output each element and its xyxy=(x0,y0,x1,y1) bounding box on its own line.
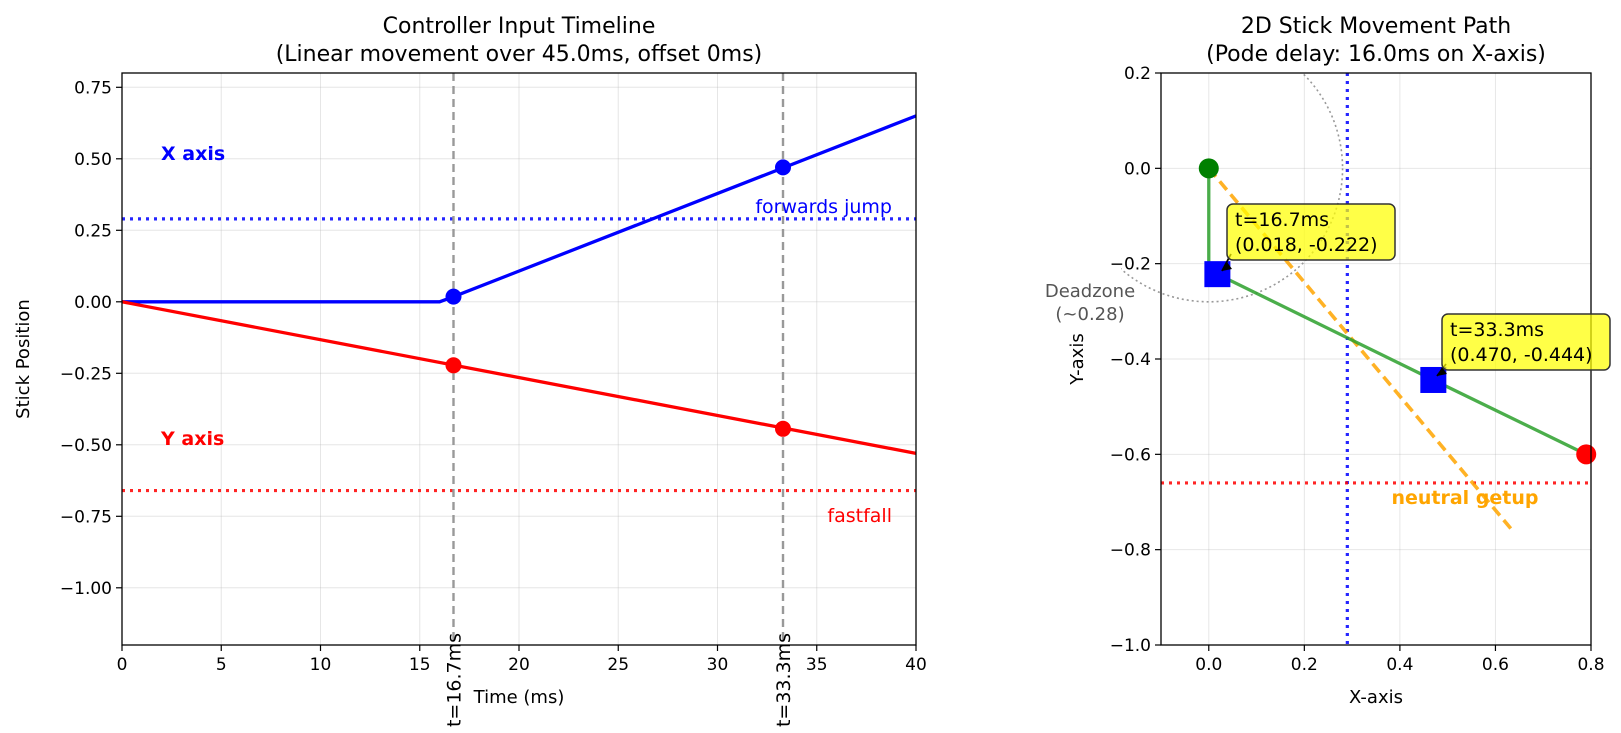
stick-path-y-tick-label: −0.4 xyxy=(1110,350,1151,370)
stick-path-y-tick-label: −1.0 xyxy=(1110,636,1151,656)
timeline-x-tick-label: 35 xyxy=(806,655,828,675)
stick-path-x-tick-label: 0.8 xyxy=(1577,655,1604,675)
timeline-y-tick-label: 0.25 xyxy=(74,221,112,241)
stick-path-y-tick-label: −0.2 xyxy=(1110,255,1151,275)
stick-path-x-tick-label: 0.0 xyxy=(1195,655,1222,675)
timeline-x-tick-label: 15 xyxy=(409,655,431,675)
timeline-ticks: 0 5 10 15 20 25 30 35 40 0.75 0.50 0.25 0.00 −0.25 −0.… xyxy=(60,78,927,675)
timeline-title-line-2: (Linear movement over 45.0ms, offset 0ms… xyxy=(276,42,763,67)
timeline-x-tick-label: 5 xyxy=(216,655,227,675)
neutral-getup-line xyxy=(1207,167,1516,535)
deadzone-label-line-2: (~0.28) xyxy=(1055,304,1124,325)
y-axis-series-label: Y axis xyxy=(160,428,224,450)
timeline-x-tick-label: 25 xyxy=(607,655,629,675)
stick-path-y-tick-label: −0.6 xyxy=(1110,445,1151,465)
stick-path-x-axis-label: X-axis xyxy=(1349,687,1403,708)
timeline-y-tick-label: −0.25 xyxy=(60,364,112,384)
annotation-box-2 xyxy=(1441,313,1611,371)
annotation-time-2: t=33.3ms xyxy=(1450,319,1544,341)
timeline-y-tick-label: −0.50 xyxy=(60,436,112,456)
timeline-x-tick-label: 30 xyxy=(707,655,729,675)
annotation-arrowhead-2 xyxy=(1437,367,1447,376)
annotation-coords-2: (0.470, -0.444) xyxy=(1450,344,1593,366)
timeline-y-tick-label: 0.00 xyxy=(74,293,112,313)
path-start-point xyxy=(1198,158,1219,179)
timeline-x-axis-label: Time (ms) xyxy=(473,687,565,708)
time-marker-label-1: t=16.7ms xyxy=(443,633,465,727)
stick-path-series xyxy=(1121,73,1597,645)
neutral-getup-label: neutral getup xyxy=(1391,487,1538,509)
stick-path-ticks: 0.0 0.2 0.4 0.6 0.8 0.2 0.0 −0.2 −0.4 −0.6 −0.8 −1.… xyxy=(1110,64,1605,675)
stick-path-x-tick-label: 0.4 xyxy=(1386,655,1413,675)
stick-path-x-tick-label: 0.6 xyxy=(1482,655,1509,675)
annotation-box-1 xyxy=(1226,203,1396,261)
timeline-series xyxy=(121,73,917,645)
timeline-chart: 0 5 10 15 20 25 30 35 40 0.75 0.50 0.25 0.00 −0.25 −0.… xyxy=(13,14,927,727)
timeline-title-line-1: Controller Input Timeline xyxy=(383,14,656,39)
timeline-x-tick-label: 10 xyxy=(310,655,332,675)
stick-path-y-tick-label: 0.2 xyxy=(1124,64,1151,84)
stick-path-y-tick-label: −0.8 xyxy=(1110,541,1151,561)
y-axis-sample-point xyxy=(775,420,792,437)
timeline-y-tick-label: 0.75 xyxy=(74,78,112,98)
timeline-x-tick-label: 0 xyxy=(117,655,128,675)
stick-path-y-axis-label: Y-axis xyxy=(1067,333,1088,385)
x-axis-series-label: X axis xyxy=(161,143,225,165)
annotation-time-1: t=16.7ms xyxy=(1235,209,1329,231)
timeline-y-axis-label: Stick Position xyxy=(13,299,34,419)
fastfall-label: fastfall xyxy=(827,505,892,527)
stick-path-annotations: t=16.7ms (0.018, -0.222) t=33.3ms (0.470, -… xyxy=(1221,203,1611,377)
stick-path-x-tick-label: 0.2 xyxy=(1291,655,1318,675)
deadzone-circle xyxy=(1121,73,1344,303)
timeline-x-tick-label: 40 xyxy=(905,655,927,675)
deadzone-label-line-1: Deadzone xyxy=(1045,281,1135,302)
timeline-y-tick-label: −0.75 xyxy=(60,507,112,527)
path-end-point xyxy=(1576,444,1597,465)
annotation-coords-1: (0.018, -0.222) xyxy=(1235,234,1378,256)
y-axis-sample-point xyxy=(445,357,462,374)
timeline-y-tick-label: −1.00 xyxy=(60,579,112,599)
stick-path-title-line-1: 2D Stick Movement Path xyxy=(1241,14,1511,39)
stick-path-y-tick-label: 0.0 xyxy=(1124,159,1151,179)
time-marker-label-2: t=33.3ms xyxy=(773,633,795,727)
stick-path-chart: 0.0 0.2 0.4 0.6 0.8 0.2 0.0 −0.2 −0.4 −0.6 −0.8 −1.… xyxy=(1045,14,1611,708)
forwards-jump-label: forwards jump xyxy=(755,196,892,218)
timeline-grid xyxy=(121,73,917,645)
stick-path-title-line-2: (Pode delay: 16.0ms on X-axis) xyxy=(1206,42,1546,67)
timeline-x-tick-label: 20 xyxy=(508,655,530,675)
x-axis-sample-point xyxy=(775,159,792,176)
timeline-y-tick-label: 0.50 xyxy=(74,150,112,170)
x-axis-sample-point xyxy=(445,288,462,305)
annotation-arrowhead-1 xyxy=(1222,262,1232,271)
